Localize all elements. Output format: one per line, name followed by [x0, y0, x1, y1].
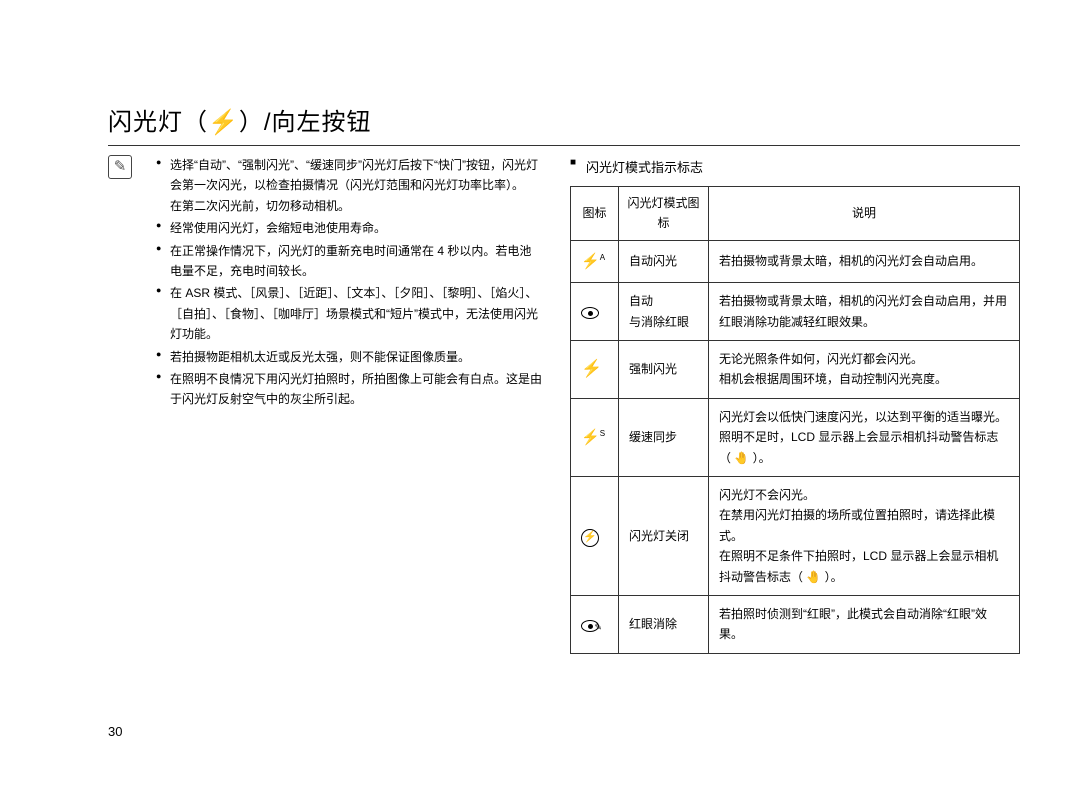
notes-column: ✎ 选择“自动”、“强制闪光”、“缓速同步”闪光灯后按下“快门”按钮，闪光灯会第…	[108, 155, 543, 412]
mode-name: 自动 与消除红眼	[619, 283, 709, 341]
note-item: 在 ASR 模式、［风景］、［近距］、［文本］、［夕阳］、［黎明］、［焰火］、［…	[156, 283, 543, 344]
flash-mode-table: 图标 闪光灯模式图标 说明 ⚡A 自动闪光 若拍摄物或背景太暗，相机的闪光灯会自…	[570, 186, 1020, 654]
table-row: ⚡A 自动闪光 若拍摄物或背景太暗，相机的闪光灯会自动启用。	[571, 240, 1020, 283]
mode-name: 红眼消除	[619, 595, 709, 653]
icon-auto-redeye	[571, 283, 619, 341]
table-column: 闪光灯模式指示标志 图标 闪光灯模式图标 说明 ⚡A 自动闪光 若拍摄物或背景太…	[570, 157, 1020, 654]
icon-redeye-fix: ✎	[571, 595, 619, 653]
icon-auto-flash: ⚡A	[571, 240, 619, 283]
flash-icon: ⚡	[208, 109, 239, 136]
page-title: 闪光灯（⚡）/向左按钮	[108, 102, 1020, 137]
table-row: ⚡ 闪光灯关闭 闪光灯不会闪光。 在禁用闪光灯拍摄的场所或位置拍照时，请选择此模…	[571, 477, 1020, 596]
mode-desc: 闪光灯不会闪光。 在禁用闪光灯拍摄的场所或位置拍照时，请选择此模式。 在照明不足…	[709, 477, 1020, 596]
th-icon: 图标	[571, 187, 619, 241]
page-title-bar: 闪光灯（⚡）/向左按钮	[108, 102, 1020, 146]
mode-desc: 闪光灯会以低快门速度闪光，以达到平衡的适当曝光。 照明不足时，LCD 显示器上会…	[709, 398, 1020, 476]
mode-desc: 若拍照时侦测到“红眼”，此模式会自动消除“红眼”效果。	[709, 595, 1020, 653]
note-text: 若拍摄物距相机太近或反光太强，则不能保证图像质量。	[170, 350, 470, 364]
note-item: 选择“自动”、“强制闪光”、“缓速同步”闪光灯后按下“快门”按钮，闪光灯会第一次…	[156, 155, 543, 216]
note-sub: 在第二次闪光前，切勿移动相机。	[170, 196, 543, 216]
notes-list: 选择“自动”、“强制闪光”、“缓速同步”闪光灯后按下“快门”按钮，闪光灯会第一次…	[156, 155, 543, 412]
note-text: 选择“自动”、“强制闪光”、“缓速同步”闪光灯后按下“快门”按钮，闪光灯会第一次…	[170, 158, 538, 192]
title-post: ）/向左按钮	[239, 109, 372, 136]
table-row: ⚡S 缓速同步 闪光灯会以低快门速度闪光，以达到平衡的适当曝光。 照明不足时，L…	[571, 398, 1020, 476]
icon-slow-sync: ⚡S	[571, 398, 619, 476]
th-name: 闪光灯模式图标	[619, 187, 709, 241]
mode-desc: 若拍摄物或背景太暗，相机的闪光灯会自动启用，并用红眼消除功能减轻红眼效果。	[709, 283, 1020, 341]
note-text: 在 ASR 模式、［风景］、［近距］、［文本］、［夕阳］、［黎明］、［焰火］、［…	[170, 286, 538, 341]
note-text: 在正常操作情况下，闪光灯的重新充电时间通常在 4 秒以内。若电池电量不足，充电时…	[170, 244, 531, 278]
table-row: ⚡ 强制闪光 无论光照条件如何，闪光灯都会闪光。 相机会根据周围环境，自动控制闪…	[571, 341, 1020, 399]
note-item: 在正常操作情况下，闪光灯的重新充电时间通常在 4 秒以内。若电池电量不足，充电时…	[156, 241, 543, 282]
mode-desc: 若拍摄物或背景太暗，相机的闪光灯会自动启用。	[709, 240, 1020, 283]
table-row: ✎ 红眼消除 若拍照时侦测到“红眼”，此模式会自动消除“红眼”效果。	[571, 595, 1020, 653]
mode-name: 强制闪光	[619, 341, 709, 399]
note-item: 在照明不良情况下用闪光灯拍照时，所拍图像上可能会有白点。这是由于闪光灯反射空气中…	[156, 369, 543, 410]
th-desc: 说明	[709, 187, 1020, 241]
mode-desc: 无论光照条件如何，闪光灯都会闪光。 相机会根据周围环境，自动控制闪光亮度。	[709, 341, 1020, 399]
mode-name: 自动闪光	[619, 240, 709, 283]
icon-flash-off: ⚡	[571, 477, 619, 596]
note-icon: ✎	[108, 155, 132, 179]
title-pre: 闪光灯（	[108, 109, 208, 136]
icon-fill-flash: ⚡	[571, 341, 619, 399]
note-item: 经常使用闪光灯，会缩短电池使用寿命。	[156, 218, 543, 238]
table-row: 自动 与消除红眼 若拍摄物或背景太暗，相机的闪光灯会自动启用，并用红眼消除功能减…	[571, 283, 1020, 341]
page-number: 30	[108, 724, 122, 739]
table-section-header: 闪光灯模式指示标志	[570, 157, 1020, 176]
mode-name: 闪光灯关闭	[619, 477, 709, 596]
note-item: 若拍摄物距相机太近或反光太强，则不能保证图像质量。	[156, 347, 543, 367]
mode-name: 缓速同步	[619, 398, 709, 476]
note-text: 经常使用闪光灯，会缩短电池使用寿命。	[170, 221, 386, 235]
note-text: 在照明不良情况下用闪光灯拍照时，所拍图像上可能会有白点。这是由于闪光灯反射空气中…	[170, 372, 542, 406]
